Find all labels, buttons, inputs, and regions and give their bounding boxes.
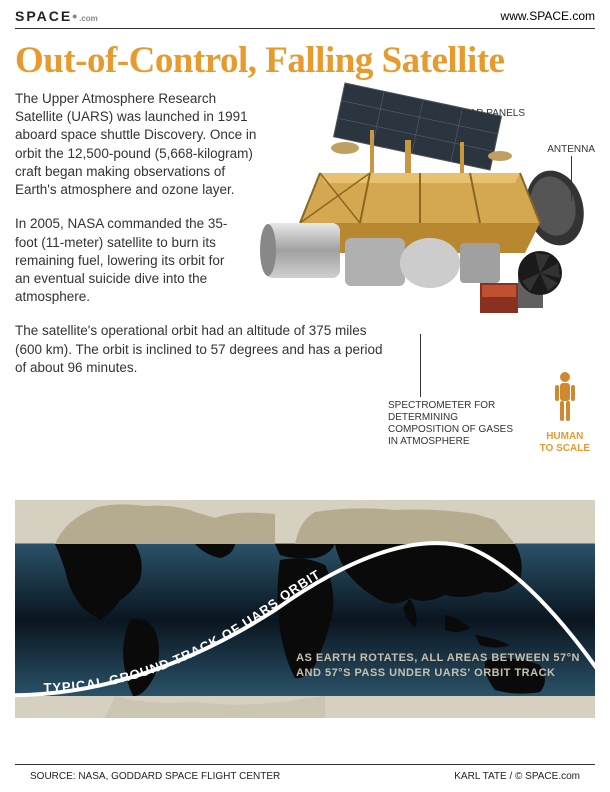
header: SPACE•.com www.SPACE.com <box>0 0 610 28</box>
map-caption-line1: AS EARTH ROTATES, ALL AREAS BETWEEN 57°N <box>296 651 580 665</box>
callout-spectrometer: SPECTROMETER FOR DETERMINING COMPOSITION… <box>388 400 518 448</box>
header-url: www.SPACE.com <box>501 9 595 23</box>
human-icon <box>552 371 578 423</box>
callout-solar-panels: SOLAR PANELS <box>450 108 525 120</box>
paragraph-1: The Upper Atmosphere Research Satellite … <box>15 90 265 199</box>
footer-source: SOURCE: NASA, GODDARD SPACE FLIGHT CENTE… <box>30 771 280 782</box>
satellite-illustration <box>250 78 600 388</box>
callout-line <box>571 156 572 201</box>
human-scale-label: HUMANTO SCALE <box>540 431 590 455</box>
human-scale: HUMANTO SCALE <box>540 371 590 455</box>
callout-antenna: ANTENNA <box>547 144 595 156</box>
human-scale-text: HUMANTO SCALE <box>540 431 590 454</box>
body-area: The Upper Atmosphere Research Satellite … <box>0 90 610 490</box>
callout-line <box>415 113 445 114</box>
footer: SOURCE: NASA, GODDARD SPACE FLIGHT CENTE… <box>15 764 595 792</box>
callout-line <box>420 334 421 397</box>
map-caption-line2: AND 57°S PASS UNDER UARS' ORBIT TRACK <box>296 666 580 680</box>
logo: SPACE•.com <box>15 8 98 24</box>
footer-credit: KARL TATE / © SPACE.com <box>454 771 580 782</box>
world-map: TYPICAL GROUND TRACK OF UARS ORBIT <box>15 500 595 718</box>
paragraph-2: In 2005, NASA commanded the 35-foot (11-… <box>15 215 235 306</box>
logo-suffix: .com <box>79 14 98 23</box>
map-caption: AS EARTH ROTATES, ALL AREAS BETWEEN 57°N… <box>296 651 580 680</box>
logo-text: SPACE <box>15 8 72 24</box>
map-section: TYPICAL GROUND TRACK OF UARS ORBIT AS EA… <box>15 500 595 718</box>
